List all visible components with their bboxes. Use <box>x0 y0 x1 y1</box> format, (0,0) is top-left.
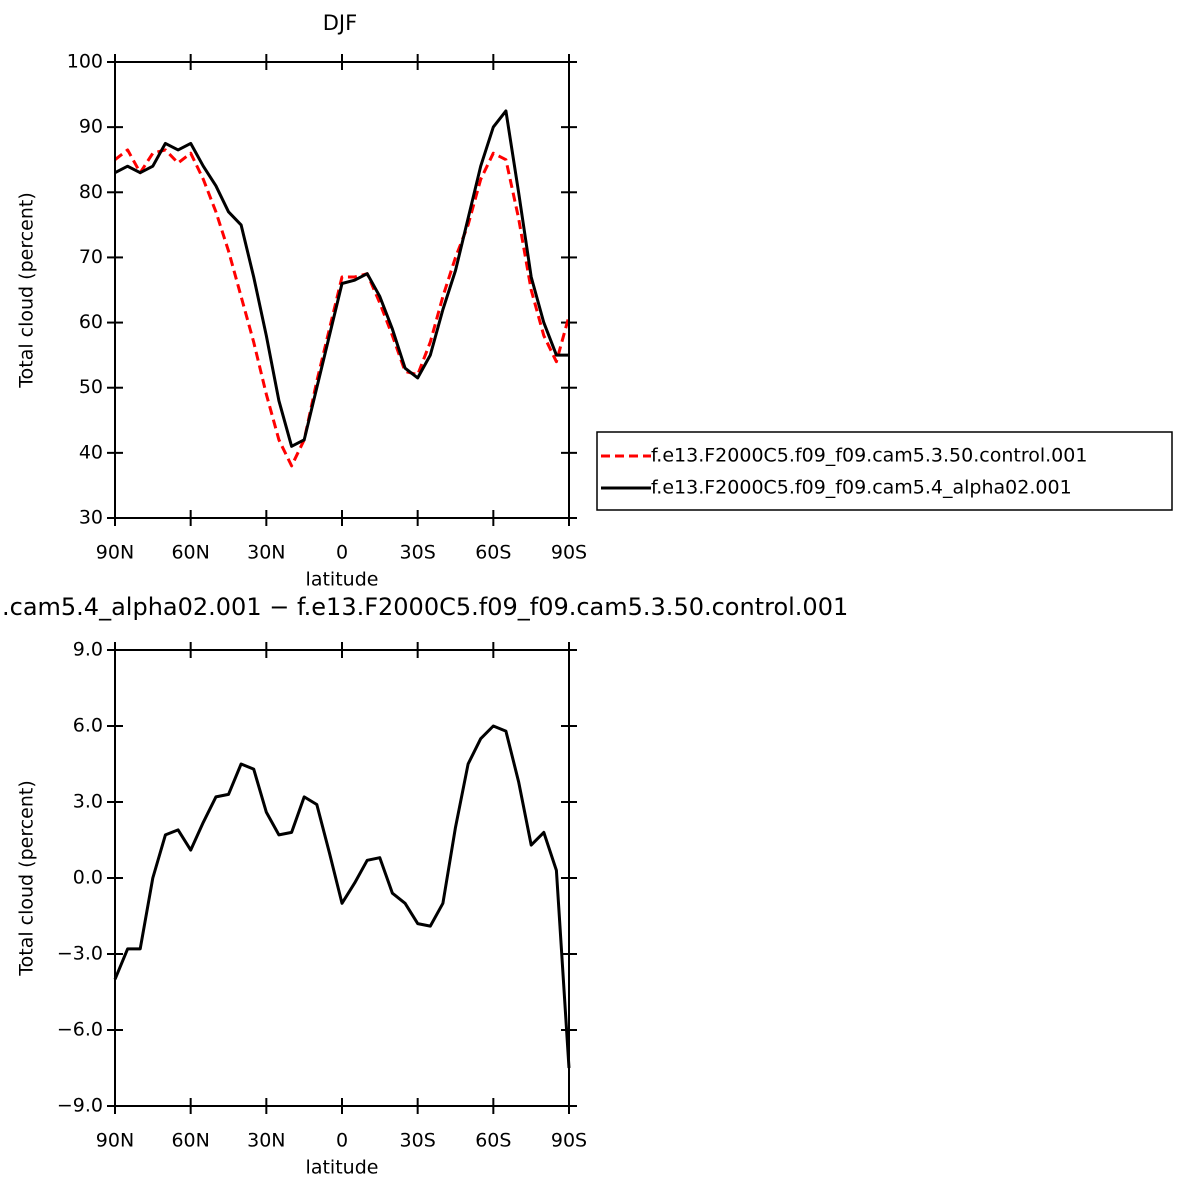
y-tick-label: −3.0 <box>57 943 103 965</box>
x-axis-label: latitude <box>306 569 379 591</box>
y-tick-label: −9.0 <box>57 1095 103 1117</box>
y-tick-label: 100 <box>67 51 103 73</box>
y-tick-label: 50 <box>79 376 103 398</box>
x-tick-label: 30S <box>400 1130 436 1152</box>
line-series <box>114 148 571 468</box>
y-tick-label: 3.0 <box>73 791 103 813</box>
x-tick-label: 30S <box>400 542 436 564</box>
y-tick-label: 70 <box>79 246 103 268</box>
line-series <box>114 109 569 448</box>
chart-title: .cam5.4_alpha02.001 − f.e13.F2000C5.f09_… <box>2 593 848 621</box>
x-tick-label: 30N <box>247 542 285 564</box>
x-tick-label: 60N <box>171 542 209 564</box>
x-tick-label: 90S <box>551 542 587 564</box>
x-tick-label: 60S <box>475 1130 511 1152</box>
chart-title: DJF <box>323 11 357 35</box>
y-tick-label: 60 <box>79 311 103 333</box>
y-axis-label: Total cloud (percent) <box>16 192 38 389</box>
legend-label: f.e13.F2000C5.f09_f09.cam5.3.50.control.… <box>651 445 1087 467</box>
x-tick-label: 90S <box>551 1130 587 1152</box>
plot-frame <box>114 61 570 519</box>
x-tick-label: 0 <box>336 542 348 564</box>
y-tick-label: 6.0 <box>73 715 103 737</box>
x-tick-label: 30N <box>247 1130 285 1152</box>
x-tick-label: 90N <box>96 542 134 564</box>
x-tick-label: 0 <box>336 1130 348 1152</box>
y-tick-label: 90 <box>79 116 103 138</box>
y-tick-label: 80 <box>79 181 103 203</box>
y-tick-label: 9.0 <box>73 639 103 661</box>
y-tick-label: 40 <box>79 441 103 463</box>
plot-frame <box>114 649 570 1107</box>
y-tick-label: −6.0 <box>57 1019 103 1041</box>
x-axis-label: latitude <box>306 1157 379 1179</box>
y-axis-label: Total cloud (percent) <box>16 780 38 977</box>
x-tick-label: 60N <box>171 1130 209 1152</box>
line-series <box>113 724 571 1069</box>
x-tick-label: 90N <box>96 1130 134 1152</box>
legend-label: f.e13.F2000C5.f09_f09.cam5.4_alpha02.001 <box>651 477 1072 499</box>
x-tick-label: 60S <box>475 542 511 564</box>
legend-box <box>596 431 1173 511</box>
y-tick-label: 0.0 <box>73 867 103 889</box>
y-tick-label: 30 <box>79 507 103 529</box>
